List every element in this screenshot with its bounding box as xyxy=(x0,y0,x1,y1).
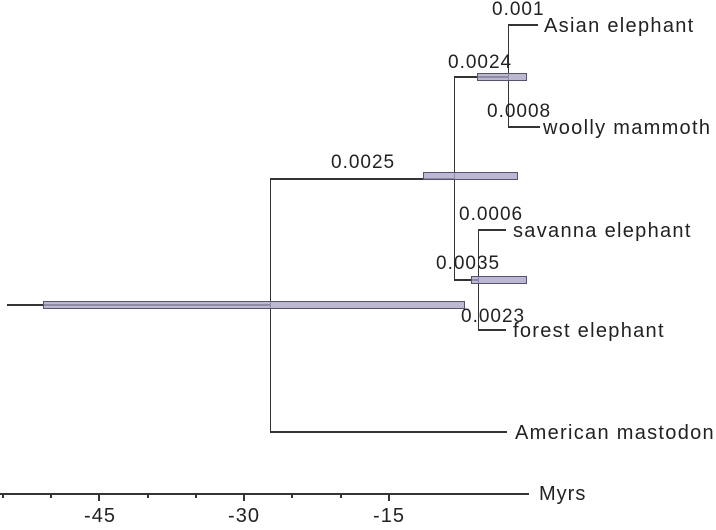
elephantid-age-bar xyxy=(423,172,518,180)
asian-elephant-branch-line xyxy=(508,24,538,26)
forest-elephant-branch-line xyxy=(478,329,506,331)
african-clade-branch-line xyxy=(454,279,479,281)
root-age-bar xyxy=(43,301,465,309)
savanna-elephant-branch-line xyxy=(478,229,506,231)
branch-length-label-mammoth: 0.0008 xyxy=(487,101,552,122)
axis-minor-tick-50 xyxy=(50,494,52,498)
axis-major-tick-15 xyxy=(388,494,390,501)
axis-major-tick-30 xyxy=(243,494,245,501)
branch-length-label-savanna: 0.0006 xyxy=(459,204,524,225)
branch-length-label-forest: 0.0023 xyxy=(461,306,526,327)
african-age-bar xyxy=(471,276,527,284)
taxon-label-woolly-mammoth: woolly mammoth xyxy=(543,117,712,139)
branch-length-label-asian-mammoth-clade: 0.0024 xyxy=(448,52,513,73)
taxon-label-asian-elephant: Asian elephant xyxy=(544,15,695,37)
branch-length-label-african-clade: 0.0035 xyxy=(436,253,501,274)
axis-tick-label-15: -15 xyxy=(373,505,405,527)
axis-major-tick-45 xyxy=(98,494,100,501)
axis-minor-tick-35 xyxy=(195,494,197,498)
woolly-mammoth-branch-line xyxy=(508,126,540,128)
axis-tick-label-30: -30 xyxy=(228,505,260,527)
axis-tick-label-45: -45 xyxy=(84,505,116,527)
taxon-label-savanna-elephant: savanna elephant xyxy=(513,220,692,242)
axis-minor-tick-25 xyxy=(291,494,293,498)
axis-minor-tick-40 xyxy=(147,494,149,498)
time-axis-line xyxy=(0,493,529,495)
taxon-label-american-mastodon: American mastodon xyxy=(515,422,715,444)
branch-length-label-asian: 0.001 xyxy=(492,0,545,20)
taxon-label-forest-elephant: forest elephant xyxy=(513,320,665,342)
american-mastodon-branch-line xyxy=(270,431,507,433)
asian-mammoth-age-bar xyxy=(477,73,527,81)
axis-unit-label: Myrs xyxy=(539,483,587,505)
axis-minor-tick-55 xyxy=(2,494,4,498)
branch-length-label-elephantid-clade: 0.0025 xyxy=(331,152,396,173)
elephantid-clade-branch-line xyxy=(270,178,455,180)
axis-minor-tick-20 xyxy=(340,494,342,498)
